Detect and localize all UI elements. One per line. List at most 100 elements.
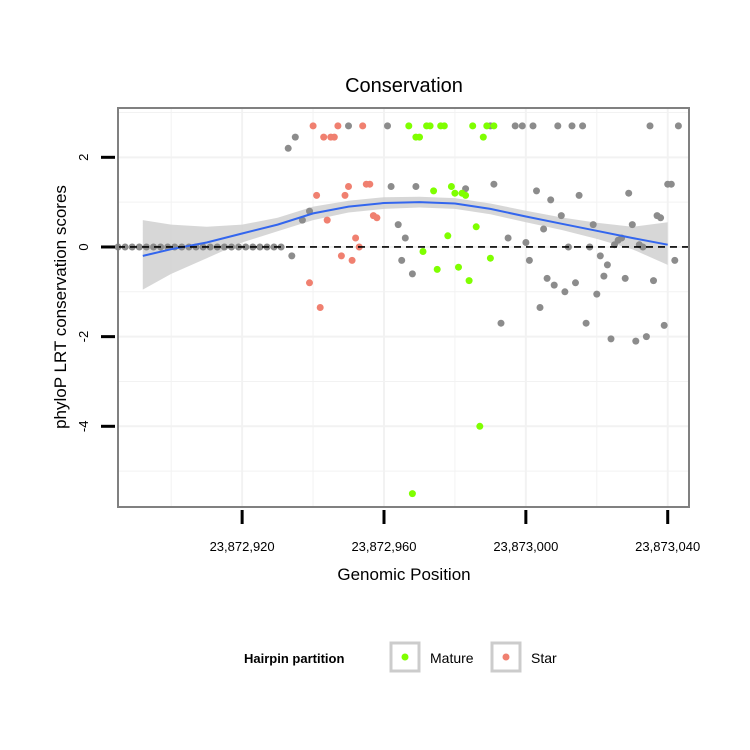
point-star-10 [341,191,349,199]
point-other-40 [497,319,505,327]
point-other-18 [242,243,250,251]
point-other-51 [547,196,555,204]
point-other-64 [593,290,601,298]
point-other-60 [579,122,587,130]
point-other-49 [540,225,548,233]
point-other-59 [575,191,583,199]
point-star-1 [309,122,317,130]
point-mature-3 [419,248,427,255]
x-tick-label-3: 23,873,040 [635,539,700,554]
point-star-12 [348,256,356,264]
point-mature-9 [440,122,448,130]
point-other-32 [398,256,406,264]
point-mature-19 [476,422,484,430]
point-mature-6 [430,187,438,195]
point-mature-15 [462,191,470,199]
point-star-3 [316,304,324,311]
point-other-83 [660,321,668,329]
point-other-82 [657,214,665,222]
smooth-curve-layer [142,201,668,257]
point-star-9 [337,252,345,260]
confidence-band-layer [142,196,668,290]
point-other-34 [408,270,416,278]
y-tick-label-1: -2 [76,331,91,343]
point-other-24 [284,144,292,152]
point-mature-12 [451,189,459,197]
point-other-75 [632,337,640,345]
point-star-5 [323,216,331,224]
point-other-85 [667,180,675,188]
point-mature-24 [408,490,416,498]
point-other-73 [625,189,633,197]
point-other-63 [589,221,597,229]
point-mature-20 [479,133,487,141]
point-other-87 [674,122,682,130]
point-other-77 [639,243,647,251]
point-other-44 [522,239,530,246]
point-mature-7 [433,265,441,273]
point-other-36 [387,183,395,190]
point-mature-16 [465,277,473,285]
point-star-17 [366,180,374,188]
point-other-74 [628,221,636,229]
point-star-13 [352,234,360,242]
point-other-41 [504,234,512,242]
legend-dot-mature [401,653,409,661]
grid-layer [118,108,689,507]
point-other-31 [394,221,402,229]
point-other-58 [572,279,579,287]
point-other-61 [582,319,590,327]
point-other-46 [529,122,537,130]
point-mature-21 [483,122,491,130]
x-tick-label-0: 23,872,920 [210,539,275,554]
point-other-80 [650,277,657,285]
point-mature-22 [486,254,494,262]
point-star-2 [313,191,321,199]
point-other-53 [554,122,562,130]
point-other-45 [525,256,533,264]
point-other-55 [561,288,569,296]
point-other-43 [518,122,526,130]
point-other-54 [557,212,565,220]
point-star-4 [320,133,328,141]
point-other-33 [401,234,409,242]
legend: Hairpin partition Mature Star [244,641,557,673]
point-mature-11 [447,183,455,190]
point-other-30 [384,122,391,130]
y-tick-label-0: -4 [76,421,91,433]
point-other-47 [533,187,540,195]
point-other-79 [646,122,654,130]
legend-item-mature: Mature [389,641,474,673]
point-other-67 [603,261,611,269]
point-other-35 [412,183,420,190]
y-axis: -4 -2 0 2 [76,154,115,432]
point-other-39 [490,180,498,188]
legend-label-mature: Mature [430,650,474,666]
point-other-52 [550,281,558,289]
point-other-68 [607,335,615,343]
point-mature-23 [490,122,498,130]
point-other-72 [621,274,629,282]
point-other-65 [596,252,604,260]
points-layer [114,122,682,498]
point-other-3 [135,243,143,251]
point-star-7 [330,133,338,141]
point-mature-13 [455,263,462,271]
y-tick-label-3: 2 [76,154,91,161]
point-mature-18 [472,223,480,231]
point-other-15 [220,243,228,251]
point-other-42 [511,122,519,130]
point-other-78 [642,333,650,341]
point-other-66 [600,272,608,280]
point-other-23 [277,243,285,251]
point-mature-17 [469,122,477,130]
x-tick-label-2: 23,873,000 [493,539,558,554]
point-other-29 [345,122,352,130]
legend-item-star: Star [490,641,557,673]
point-other-86 [671,256,679,264]
confidence-band [142,196,668,290]
chart-title: Conservation [345,75,463,97]
point-star-8 [334,122,342,130]
y-tick-label-2: 0 [76,243,91,250]
point-star-0 [306,279,313,287]
